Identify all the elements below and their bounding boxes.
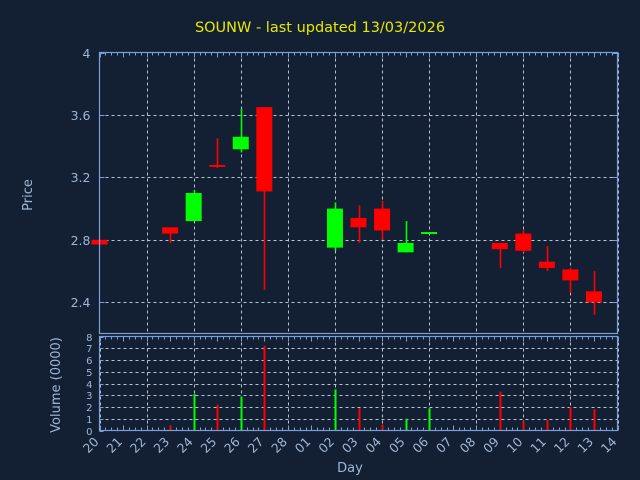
chart-title: SOUNW - last updated 13/03/2026 [195,20,445,36]
price-panel-frame [98,51,619,335]
candlestick[interactable] [350,205,367,243]
candlestick[interactable] [538,246,555,272]
volume-tick-label: 3 [86,391,92,402]
volume-tick-label: 6 [86,356,92,367]
price-tick-label: 4 [83,46,91,61]
candlestick[interactable] [326,202,343,251]
x-axis-ticks: 20 21 22 23 24 25 26 27 28 01 02 03 04 05 06 07 08 09 10 11… [80,434,620,456]
volume-series[interactable] [169,345,596,431]
candlestick[interactable] [491,242,508,268]
candlestick[interactable] [185,189,202,222]
candlestick[interactable] [515,230,532,253]
candlestick[interactable] [397,221,414,253]
candlestick[interactable] [421,232,438,235]
volume-tick-label: 8 [86,333,92,344]
price-gridlines [99,52,619,334]
x-axis-label: Day [337,461,363,476]
price-tick-label: 2.8 [71,233,91,248]
y-axis-label: Price [21,179,36,211]
volume-panel-frame [98,335,619,432]
candlestick[interactable] [232,108,249,153]
price-tick-label: 3.6 [71,108,91,123]
volume-tick-label: 5 [86,368,92,379]
candlestick[interactable] [162,227,179,243]
volume-tick-label: 7 [86,344,92,355]
price-axis-ticks: 4 3.6 3.2 2.8 2.4 [71,46,618,310]
volume-tick-label: 1 [86,415,92,426]
candlestick[interactable] [585,271,602,315]
candlestick-series[interactable] [91,107,602,315]
volume-tick-label: 2 [86,403,92,414]
candlestick[interactable] [209,138,226,169]
price-tick-label: 2.4 [71,295,91,310]
volume-tick-label: 0 [86,427,92,438]
price-tick-label: 3.2 [71,170,91,185]
volume-tick-label: 4 [86,380,92,391]
candlestick[interactable] [256,107,273,290]
volume-axis-label: Volume (0000) [49,337,64,433]
candlestick[interactable] [374,200,391,240]
candlestick[interactable] [562,267,579,293]
